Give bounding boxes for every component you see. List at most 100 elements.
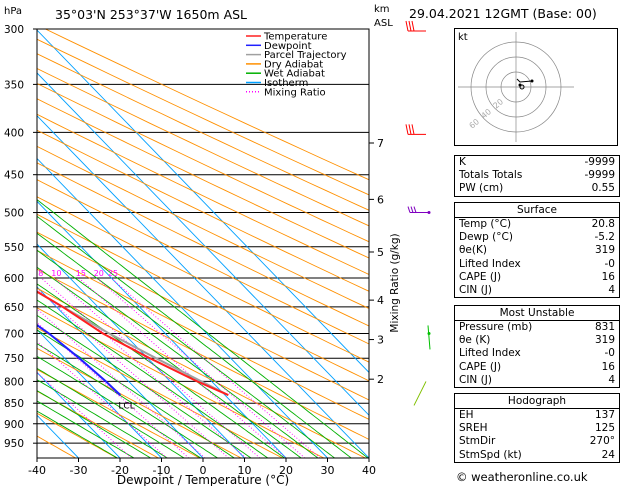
wind-barb-flag bbox=[405, 124, 409, 135]
dry-adiabat-line bbox=[37, 113, 369, 276]
table-row: Totals Totals -9999 bbox=[455, 169, 619, 182]
mixing-ratio-line bbox=[37, 322, 190, 458]
legend-label: Wet Adiabat bbox=[264, 69, 325, 80]
wet-adiabat-line bbox=[37, 283, 286, 458]
dry-adiabat-line bbox=[37, 347, 242, 458]
km-tick-label: 5 bbox=[377, 246, 384, 259]
dry-adiabat-line bbox=[37, 196, 369, 363]
temp-tick-label: 20 bbox=[279, 464, 293, 477]
wet-adiabat-line bbox=[37, 400, 135, 458]
wet-adiabat-line bbox=[37, 215, 352, 458]
wind-barb-dot bbox=[427, 331, 431, 335]
pressure-tick-label: 950 bbox=[4, 438, 24, 450]
dry-adiabat-line bbox=[45, 29, 369, 181]
temp-tick-label: 0 bbox=[200, 464, 207, 477]
mixing-ratio-line bbox=[37, 340, 168, 458]
dry-adiabat-line bbox=[37, 268, 369, 440]
pressure-tick-label: 800 bbox=[4, 376, 24, 388]
row-value: 16 bbox=[601, 270, 615, 283]
parcel-trajectory-line bbox=[37, 290, 229, 396]
dry-adiabat-line bbox=[37, 53, 369, 211]
mixing-ratio-label: 20 bbox=[94, 269, 104, 278]
mixing-ratio-line bbox=[37, 371, 132, 458]
table-row: EH 137 bbox=[455, 409, 619, 422]
storm-motion-marker bbox=[519, 84, 525, 90]
dry-adiabat-line bbox=[37, 412, 118, 458]
pressure-tick-label: 300 bbox=[4, 24, 24, 36]
wet-adiabat-line bbox=[37, 329, 236, 458]
wet-adiabat-line bbox=[37, 299, 269, 458]
row-value: 16 bbox=[601, 360, 615, 373]
wet-adiabat-line bbox=[37, 249, 319, 458]
row-value: 137 bbox=[594, 409, 615, 421]
row-value: 270° bbox=[589, 435, 615, 448]
location-title: 35°03'N 253°37'W 1650m ASL bbox=[55, 7, 247, 22]
temp-tick-label: -40 bbox=[28, 464, 46, 477]
row-label: CAPE (J) bbox=[459, 270, 502, 283]
dry-adiabat-line bbox=[37, 38, 369, 196]
row-value: 125 bbox=[594, 422, 615, 435]
row-label: StmDir bbox=[459, 435, 496, 448]
panel-title: Hodograph bbox=[455, 394, 619, 409]
row-value: 319 bbox=[594, 244, 615, 257]
row-label: StmSpd (kt) bbox=[459, 448, 522, 461]
dry-adiabat-line bbox=[37, 129, 369, 292]
isotherm-line bbox=[37, 72, 369, 416]
surface-panel: Surface Temp (°C) 20.8 Dewp (°C) -5.2 θe(K) 31… bbox=[454, 202, 620, 299]
wind-barb-flag bbox=[413, 206, 417, 213]
wet-adiabat-line bbox=[37, 343, 219, 458]
legend-label: Parcel Trajectory bbox=[264, 50, 347, 61]
wind-barb bbox=[427, 325, 431, 350]
table-row: Dewp (°C) -5.2 bbox=[455, 231, 619, 244]
wind-barb-dot bbox=[427, 211, 431, 215]
km-tick-label: 2 bbox=[377, 373, 384, 386]
table-row: CIN (J) 4 bbox=[455, 284, 619, 297]
dry-adiabat-line bbox=[37, 390, 159, 458]
hodograph-table-panel: Hodograph EH 137 SREH 125 StmDir 270° StmSpd (k… bbox=[454, 393, 620, 463]
table-row: Temp (°C) 20.8 bbox=[455, 218, 619, 231]
pressure-tick-label: 450 bbox=[4, 170, 24, 182]
wind-barb-flag bbox=[405, 20, 409, 32]
row-label: Dewp (°C) bbox=[459, 231, 513, 244]
pressure-tick-label: 400 bbox=[4, 127, 24, 139]
wind-barb-flag bbox=[411, 20, 415, 32]
row-value: 319 bbox=[594, 334, 615, 347]
wind-barb-flag bbox=[410, 206, 414, 213]
row-label: Lifted Index bbox=[459, 347, 521, 360]
mixing-ratio-line bbox=[110, 277, 321, 458]
dry-adiabat-line bbox=[37, 67, 369, 227]
dry-adiabat-line bbox=[37, 145, 369, 310]
dry-adiabat-line bbox=[37, 327, 283, 458]
mixing-ratio-label: 8 bbox=[38, 269, 43, 278]
row-value: 20.8 bbox=[591, 218, 615, 230]
row-value: -9999 bbox=[584, 169, 615, 182]
dewpoint-line bbox=[37, 323, 122, 396]
wind-barb-flag bbox=[408, 20, 412, 32]
isotherm-line bbox=[37, 286, 204, 458]
mixing-ratio-label: 25 bbox=[108, 269, 118, 278]
row-label: Totals Totals bbox=[459, 169, 523, 182]
table-row: Pressure (mb) 831 bbox=[455, 321, 619, 334]
row-label: θe (K) bbox=[459, 334, 491, 347]
row-label: SREH bbox=[459, 422, 488, 435]
wet-adiabat-line bbox=[37, 232, 336, 458]
dry-adiabat-line bbox=[37, 368, 200, 458]
mixing-ratio-label: 15 bbox=[76, 269, 86, 278]
wet-adiabat-line bbox=[37, 355, 202, 458]
pressure-tick-label: 900 bbox=[4, 419, 24, 431]
panel-title: Most Unstable bbox=[455, 306, 619, 321]
wet-adiabat-line bbox=[37, 410, 119, 458]
lcl-label: LCL bbox=[118, 401, 134, 411]
pressure-tick-label: 850 bbox=[4, 398, 24, 410]
row-value: 24 bbox=[601, 448, 615, 461]
hpa-label: hPa bbox=[4, 6, 22, 17]
row-value: 4 bbox=[608, 283, 615, 296]
isotherm-line bbox=[37, 329, 162, 458]
row-label: EH bbox=[459, 409, 474, 421]
temperature-line bbox=[37, 290, 229, 397]
table-row: CAPE (J) 16 bbox=[455, 271, 619, 284]
row-label: CAPE (J) bbox=[459, 360, 502, 373]
wind-barb-flag bbox=[408, 124, 412, 135]
km-label: km bbox=[374, 4, 390, 15]
